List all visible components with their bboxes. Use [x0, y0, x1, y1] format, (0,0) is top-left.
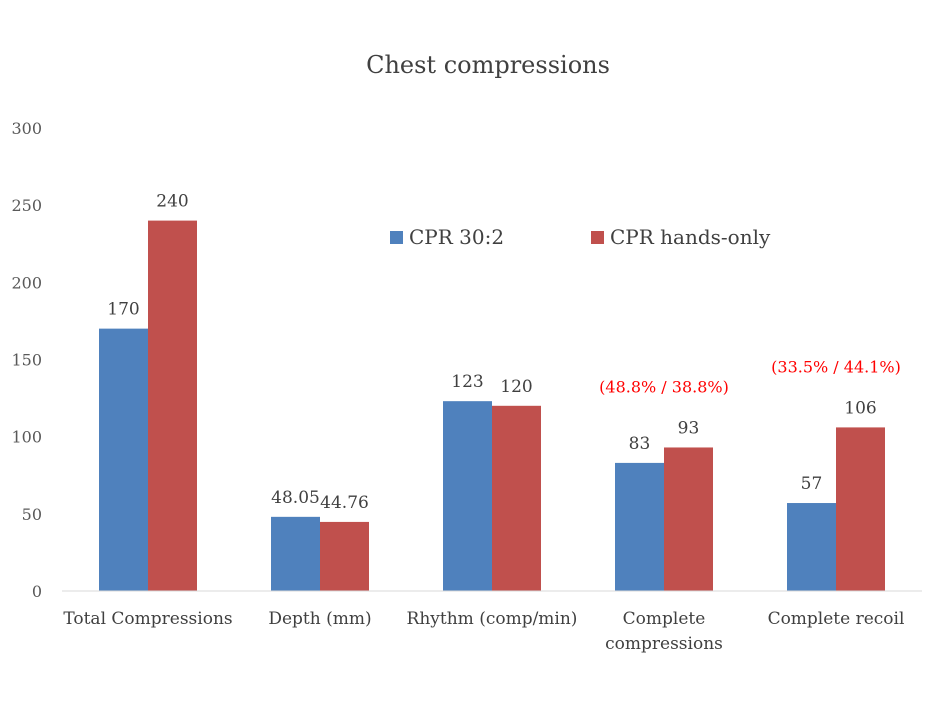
bars [99, 220, 885, 591]
data-label: 83 [629, 434, 651, 454]
x-tick-label: Complete [623, 609, 706, 629]
bar [836, 427, 885, 591]
x-tick-label: Depth (mm) [268, 609, 371, 629]
bar [492, 405, 541, 591]
bar [615, 462, 664, 591]
data-label: 120 [500, 377, 532, 397]
data-label: 170 [107, 300, 139, 320]
bar [787, 503, 836, 591]
y-tick-label: 300 [11, 119, 42, 138]
data-label: 240 [156, 192, 188, 212]
bar [99, 328, 148, 591]
legend: CPR 30:2 CPR hands-only [390, 225, 771, 249]
chart-title: Chest compressions [366, 51, 610, 79]
bar [320, 521, 369, 591]
y-tick-label: 50 [22, 505, 42, 524]
data-label: 93 [678, 418, 700, 438]
data-label: 106 [844, 398, 876, 418]
legend-label: CPR hands-only [610, 225, 771, 249]
x-tick-label: Rhythm (comp/min) [407, 609, 578, 629]
y-tick-label: 200 [11, 273, 42, 292]
y-tick-label: 250 [11, 196, 42, 215]
bar [443, 401, 492, 591]
x-axis: Total Compressions Depth (mm) Rhythm (comp… [62, 590, 922, 654]
y-tick-label: 150 [11, 351, 42, 370]
annotation: (33.5% / 44.1%) [771, 357, 901, 376]
y-tick-label: 0 [32, 582, 42, 601]
data-label: 44.76 [320, 493, 369, 513]
x-tick-label: compressions [605, 634, 723, 654]
data-label: 123 [451, 372, 483, 392]
data-label: 48.05 [271, 488, 320, 508]
legend-label: CPR 30:2 [409, 225, 504, 249]
bar [664, 447, 713, 591]
annotation: (48.8% / 38.8%) [599, 377, 729, 396]
y-axis: 0 50 100 150 200 250 300 [11, 119, 42, 601]
annotations: (48.8% / 38.8%) (33.5% / 44.1%) [599, 357, 901, 396]
legend-swatch [390, 231, 403, 244]
x-tick-label: Total Compressions [63, 609, 232, 629]
x-tick-label: Complete recoil [768, 609, 905, 629]
data-labels: 170 48.05 123 83 57 240 44.76 120 93 106 [107, 192, 876, 513]
bar [271, 516, 320, 591]
bar [148, 220, 197, 591]
data-label: 57 [801, 474, 823, 494]
y-tick-label: 100 [11, 428, 42, 447]
legend-swatch [591, 231, 604, 244]
